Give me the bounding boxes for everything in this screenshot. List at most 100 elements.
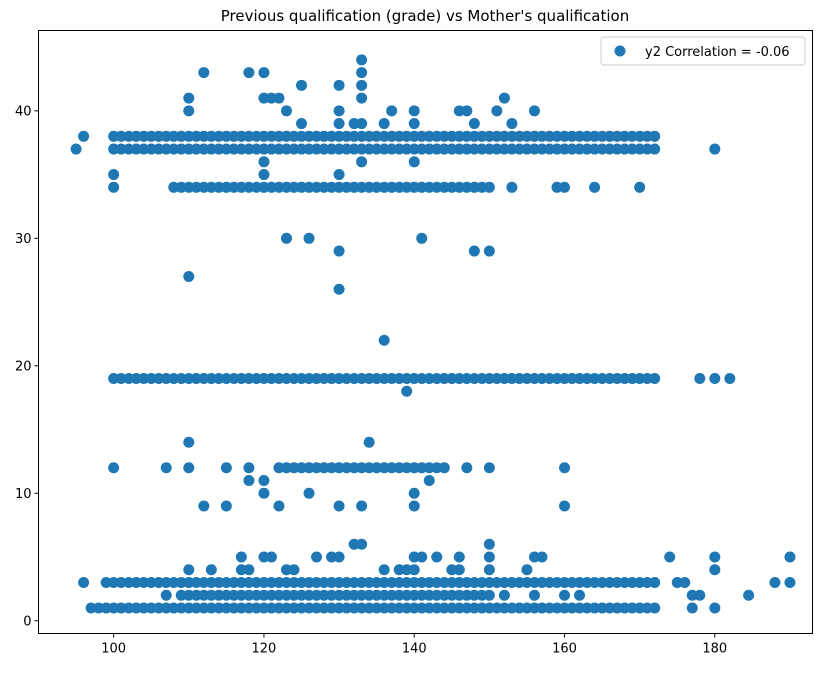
x-tick-label: 160 (552, 642, 577, 657)
scatter-point (611, 577, 623, 589)
scatter-point (498, 130, 510, 142)
scatter-point (468, 589, 480, 601)
scatter-point (100, 577, 112, 589)
scatter-point (280, 143, 292, 155)
scatter-point (168, 143, 180, 155)
scatter-point (348, 118, 360, 130)
scatter-point (183, 564, 195, 576)
x-tick-label: 180 (702, 642, 727, 657)
scatter-point (528, 143, 540, 155)
scatter-point (265, 589, 277, 601)
scatter-point (333, 143, 345, 155)
scatter-point (280, 232, 292, 244)
scatter-point (528, 602, 540, 614)
scatter-point (431, 462, 443, 474)
scatter-point (431, 602, 443, 614)
scatter-point (483, 564, 495, 576)
scatter-point (416, 143, 428, 155)
scatter-point (280, 130, 292, 142)
scatter-point (408, 156, 420, 168)
scatter-point (333, 500, 345, 512)
scatter-point (483, 130, 495, 142)
scatter-point (709, 602, 721, 614)
scatter-point (401, 181, 413, 193)
x-tick-label: 120 (252, 642, 277, 657)
scatter-point (513, 130, 525, 142)
scatter-point (280, 564, 292, 576)
scatter-point (513, 602, 525, 614)
scatter-point (153, 373, 165, 385)
scatter-point (303, 462, 315, 474)
scatter-point (265, 577, 277, 589)
scatter-point (356, 67, 368, 79)
y-tick-label: 10 (15, 487, 32, 502)
scatter-point (235, 143, 247, 155)
scatter-point (258, 487, 270, 499)
scatter-point (250, 602, 262, 614)
scatter-point (280, 577, 292, 589)
scatter-point (183, 373, 195, 385)
scatter-point (348, 462, 360, 474)
scatter-point (280, 105, 292, 117)
scatter-point (401, 143, 413, 155)
scatter-point (401, 602, 413, 614)
scatter-point (108, 181, 120, 193)
scatter-point (303, 589, 315, 601)
scatter-point (333, 283, 345, 295)
scatter-point (468, 245, 480, 257)
scatter-point (453, 564, 465, 576)
scatter-point (461, 105, 473, 117)
scatter-point (108, 169, 120, 181)
scatter-point (408, 500, 420, 512)
scatter-point (431, 373, 443, 385)
scatter-point (250, 577, 262, 589)
scatter-point (220, 130, 232, 142)
scatter-point (318, 181, 330, 193)
scatter-point (303, 130, 315, 142)
scatter-point (333, 181, 345, 193)
scatter-point (528, 551, 540, 563)
scatter-point (483, 602, 495, 614)
scatter-point (183, 589, 195, 601)
scatter-point (363, 602, 375, 614)
scatter-point (446, 373, 458, 385)
scatter-point (168, 181, 180, 193)
scatter-point (709, 551, 721, 563)
data-points (70, 54, 796, 614)
scatter-point (649, 373, 661, 385)
scatter-point (626, 602, 638, 614)
scatter-point (446, 130, 458, 142)
scatter-point (528, 589, 540, 601)
scatter-point (446, 143, 458, 155)
scatter-point (296, 118, 308, 130)
scatter-point (235, 130, 247, 142)
scatter-point (468, 602, 480, 614)
scatter-point (611, 373, 623, 385)
scatter-point (363, 181, 375, 193)
scatter-point (581, 143, 593, 155)
scatter-point (506, 181, 518, 193)
scatter-point (235, 551, 247, 563)
scatter-point (483, 143, 495, 155)
scatter-point (348, 130, 360, 142)
scatter-point (416, 130, 428, 142)
scatter-point (559, 589, 571, 601)
scatter-point (280, 602, 292, 614)
scatter-point (183, 602, 195, 614)
x-tick-label: 100 (101, 642, 126, 657)
scatter-point (108, 462, 120, 474)
scatter-point (258, 67, 270, 79)
scatter-point (453, 551, 465, 563)
scatter-point (416, 181, 428, 193)
scatter-point (483, 245, 495, 257)
scatter-point (566, 602, 578, 614)
scatter-point (250, 130, 262, 142)
scatter-point (784, 577, 796, 589)
scatter-point (649, 130, 661, 142)
scatter-point (333, 118, 345, 130)
scatter-point (235, 564, 247, 576)
scatter-point (378, 118, 390, 130)
scatter-point (386, 589, 398, 601)
scatter-point (566, 130, 578, 142)
